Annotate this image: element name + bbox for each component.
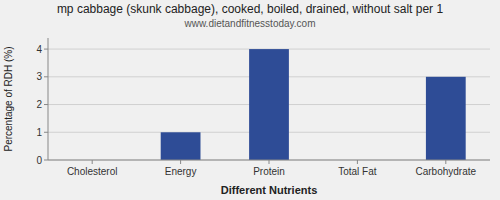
x-tick	[357, 160, 358, 164]
title: mp cabbage (skunk cabbage), cooked, boil…	[57, 2, 444, 16]
y-tick-label: 1	[36, 127, 42, 138]
y-tick	[44, 104, 48, 105]
background	[0, 0, 500, 200]
y-tick-label: 3	[36, 71, 42, 82]
bar	[161, 132, 201, 160]
y-tick-label: 2	[36, 99, 42, 110]
x-tick	[92, 160, 93, 164]
y-tick	[44, 132, 48, 133]
y-tick	[44, 76, 48, 77]
subtitle: www.dietandfitnesstoday.com	[184, 18, 316, 29]
x-tick	[269, 160, 270, 164]
x-tick-label: Total Fat	[338, 166, 377, 177]
x-tick-label: Carbohydrate	[416, 166, 477, 177]
chart: mp cabbage (skunk cabbage), cooked, boil…	[0, 0, 500, 200]
x-axis-label: Different Nutrients	[221, 184, 318, 196]
y-tick-label: 0	[36, 155, 42, 166]
y-axis	[48, 38, 49, 160]
x-tick-label: Cholesterol	[67, 166, 118, 177]
x-tick-label: Protein	[253, 166, 285, 177]
y-axis-label: Percentage of RDH (%)	[3, 46, 14, 151]
bar	[249, 49, 289, 160]
bar	[426, 77, 466, 160]
x-tick-label: Energy	[165, 166, 197, 177]
y-tick	[44, 49, 48, 50]
x-tick	[445, 160, 446, 164]
x-tick	[180, 160, 181, 164]
grid	[48, 49, 490, 160]
y-tick	[44, 160, 48, 161]
y-tick-label: 4	[36, 44, 42, 55]
